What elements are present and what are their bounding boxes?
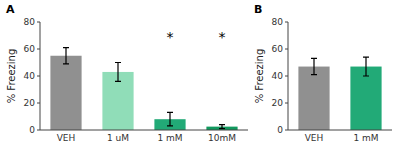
y-tick-label: 80	[272, 17, 284, 27]
bar	[50, 56, 81, 130]
y-tick-label: 80	[24, 17, 36, 27]
annotation: *	[219, 29, 226, 45]
y-axis-line	[40, 22, 41, 130]
panel: 0 20 40 60 80 VEH 1 uM 1 mM 10mM * * % Freezing A	[6, 3, 248, 143]
y-tick-label: 60	[24, 44, 36, 54]
marks	[50, 48, 237, 130]
y-axis-label: % Freezing	[6, 49, 17, 104]
x-tick-label: 10mM	[208, 133, 236, 143]
x-tick-label: 1 mM	[157, 133, 182, 143]
error-bar	[167, 112, 173, 126]
y-tick-label: 40	[272, 71, 284, 81]
bar	[298, 67, 329, 130]
panel-label: B	[254, 3, 262, 16]
y-tick-label: 60	[272, 44, 284, 54]
y-tick-label: 0	[277, 125, 283, 135]
annotation: *	[167, 29, 174, 45]
x-axis-line	[288, 130, 392, 131]
error-bar	[311, 58, 317, 74]
error-bar	[363, 57, 369, 76]
x-tick-label: 1 mM	[353, 133, 378, 143]
panel: 0 20 40 60 80 VEH 1 mM % Freezing B	[254, 3, 392, 143]
panel-label: A	[6, 3, 15, 16]
y-tick-label: 0	[29, 125, 35, 135]
y-axis-line	[288, 22, 289, 130]
x-tick-label: VEH	[57, 133, 76, 143]
x-tick-label: 1 uM	[107, 133, 129, 143]
y-tick-label: 20	[24, 98, 36, 108]
y-tick-label: 20	[272, 98, 284, 108]
error-bar	[115, 63, 121, 82]
chart-figure: 0 20 40 60 80 VEH 1 uM 1 mM 10mM * * % Freezing A 0 20…	[0, 0, 400, 152]
error-bar	[63, 48, 69, 64]
y-tick-label: 40	[24, 71, 36, 81]
marks	[298, 57, 381, 130]
x-tick-label: VEH	[305, 133, 324, 143]
x-axis-line	[40, 130, 248, 131]
error-bar	[219, 125, 225, 129]
y-axis-label: % Freezing	[254, 49, 265, 104]
